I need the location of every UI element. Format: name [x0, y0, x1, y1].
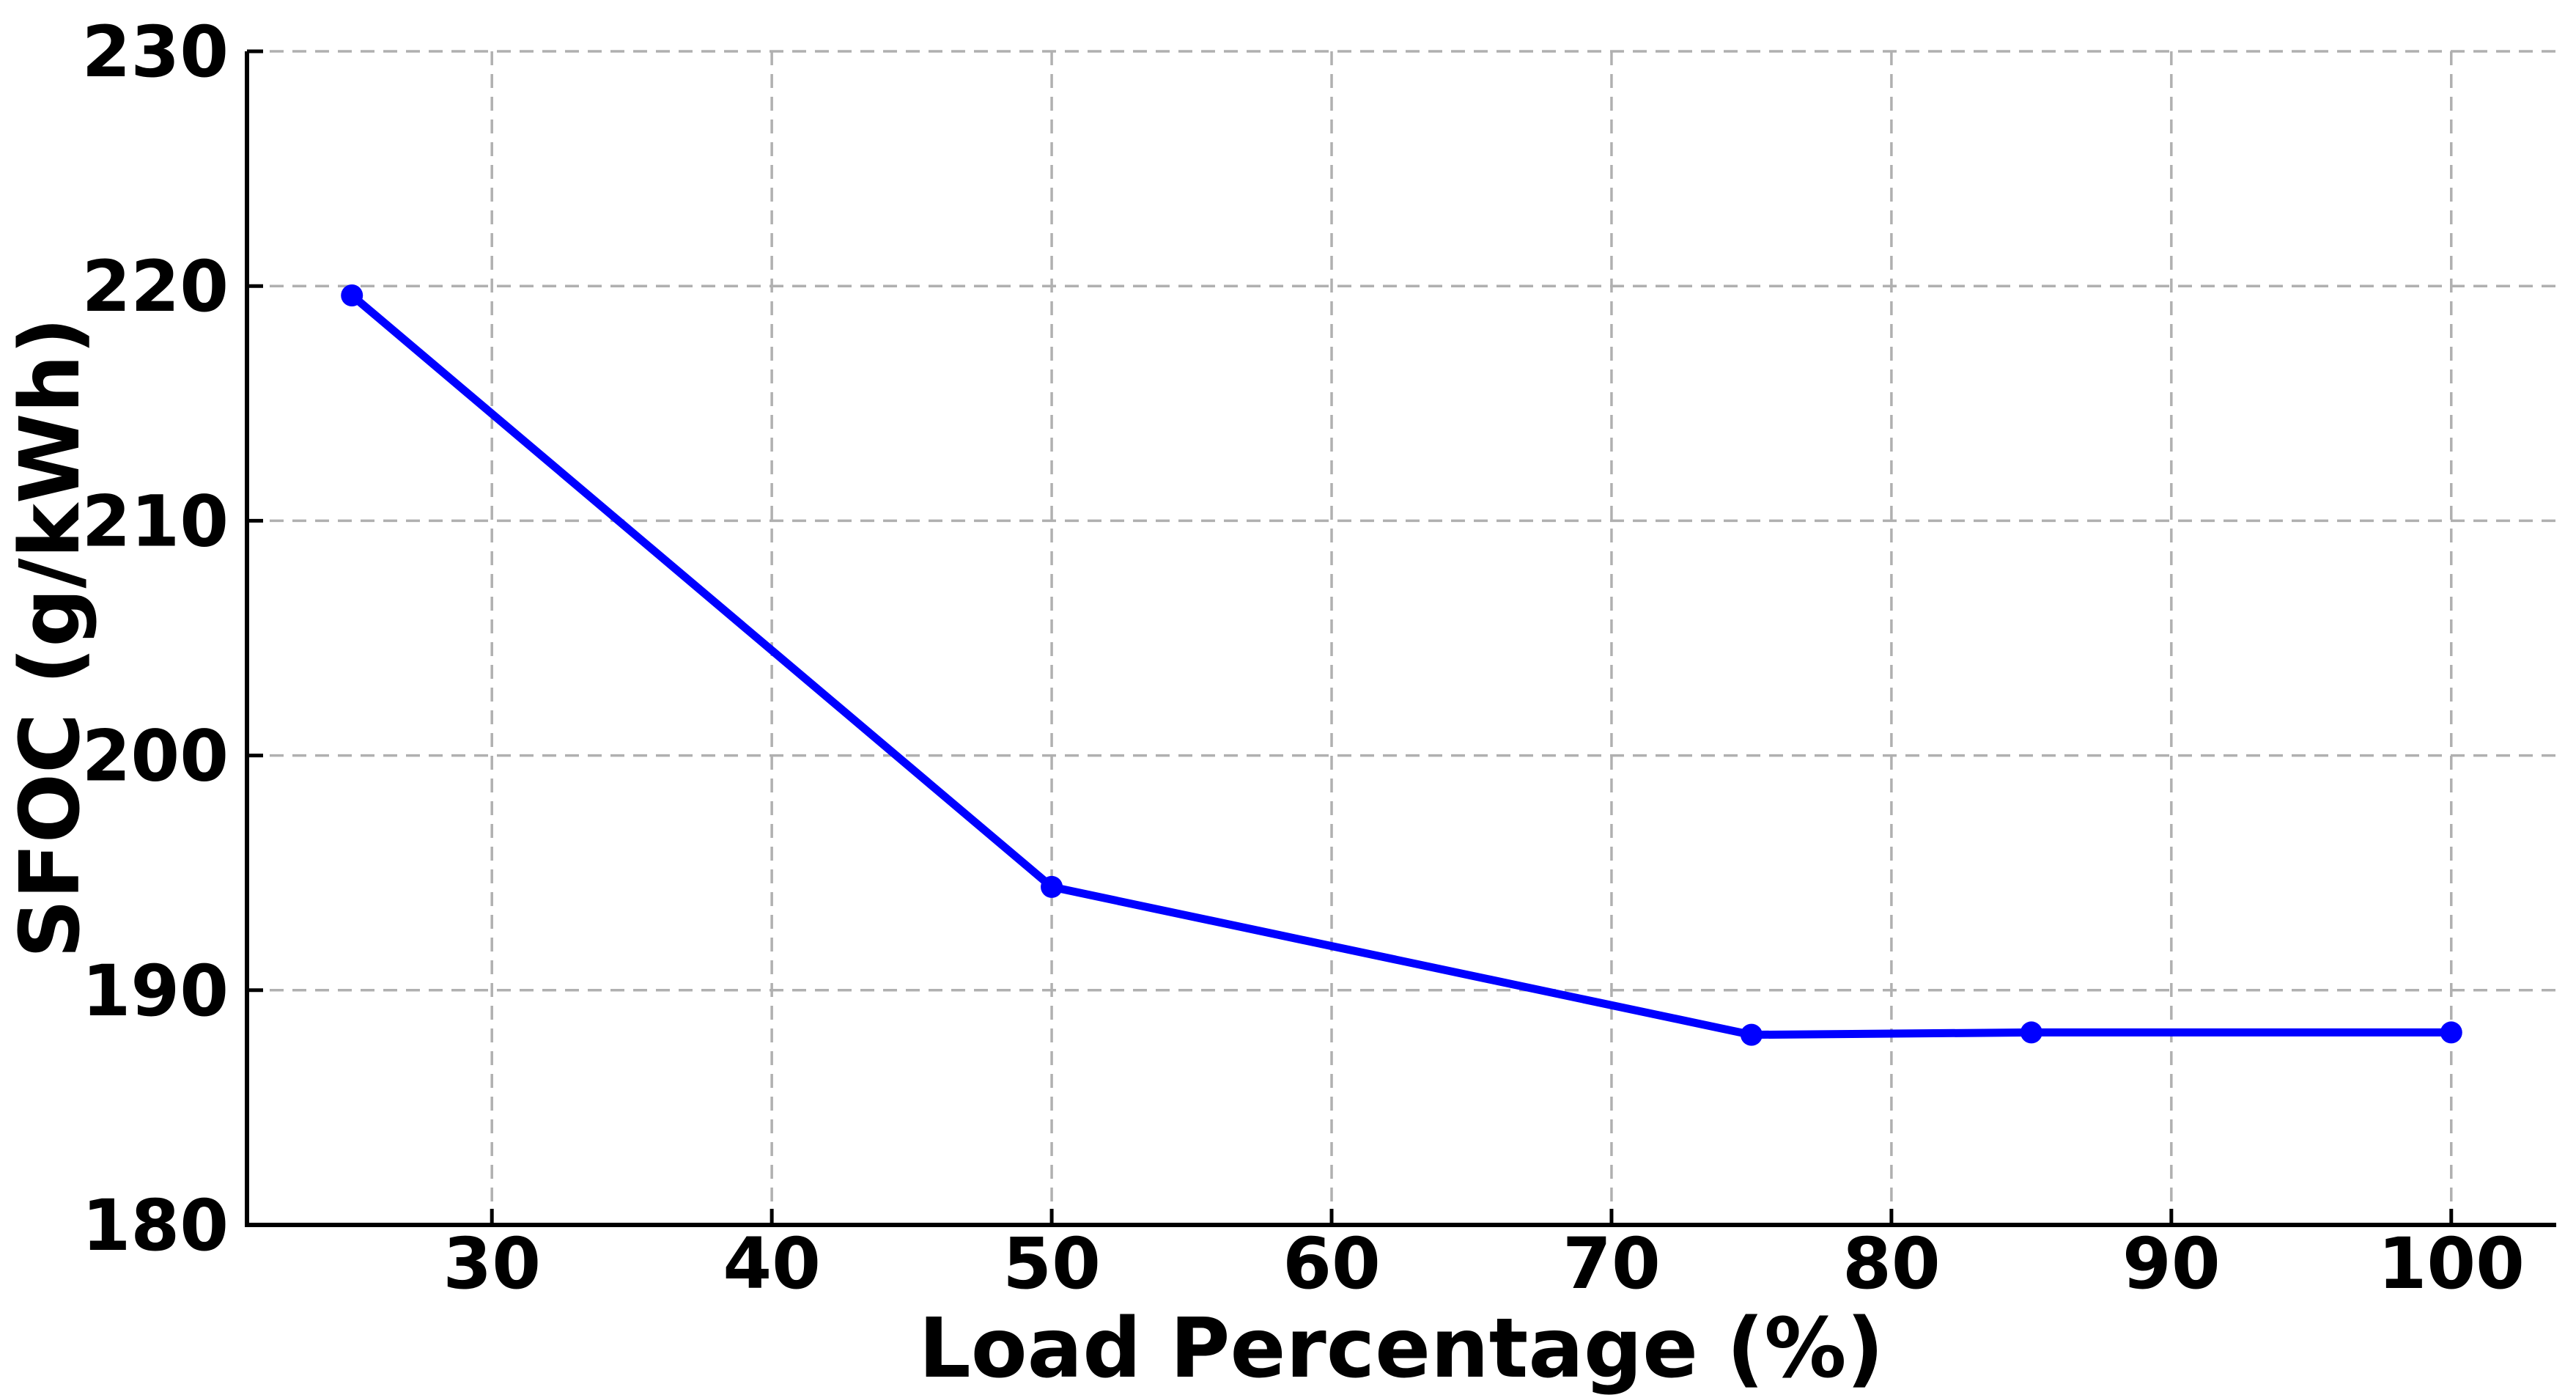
data-line — [349, 292, 2451, 1039]
grid-layer — [247, 50, 2556, 1226]
y-axis-label: SFOC (g/kWh) — [3, 317, 98, 959]
tick-marks — [247, 49, 2454, 1227]
y-tick-label: 180 — [82, 1185, 229, 1267]
x-tick-label: 70 — [1562, 1223, 1661, 1305]
y-tick-label: 210 — [82, 480, 229, 562]
y-tick-label: 190 — [82, 950, 229, 1032]
x-tick-label: 80 — [1842, 1223, 1941, 1305]
x-tick-label: 60 — [1283, 1223, 1381, 1305]
x-tick-label: 40 — [723, 1223, 821, 1305]
data-point — [2440, 1021, 2462, 1044]
tick-labels: 30 40 50 60 70 80 90 100 180 190 200 210 220 230 — [82, 11, 2525, 1305]
x-tick-label: 100 — [2378, 1223, 2525, 1305]
x-axis-label: Load Percentage (%) — [918, 1301, 1883, 1395]
y-tick-label: 220 — [82, 246, 229, 328]
data-point — [2020, 1021, 2042, 1044]
x-tick-label: 30 — [443, 1223, 541, 1305]
x-tick-label: 90 — [2122, 1223, 2221, 1305]
data-point — [1041, 875, 1063, 898]
data-point — [341, 284, 363, 307]
data-point — [1740, 1023, 1763, 1046]
axis-spines — [245, 51, 2556, 1227]
y-tick-label: 230 — [82, 11, 229, 93]
y-tick-label: 200 — [82, 715, 229, 798]
data-series — [341, 284, 2462, 1046]
x-tick-label: 50 — [1003, 1223, 1101, 1305]
